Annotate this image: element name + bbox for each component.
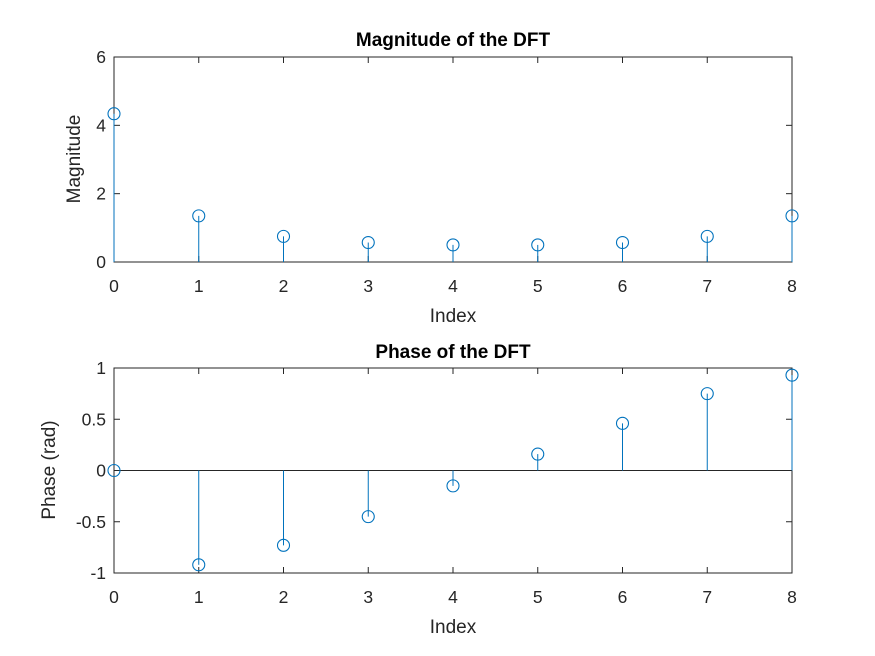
- magnitude-marker: [276, 229, 291, 243]
- magnitude-plot-area: [113, 56, 793, 263]
- phase-marker: [785, 368, 799, 382]
- phase-xtick-label: 0: [109, 587, 119, 607]
- phase-xtick-label: 2: [279, 587, 289, 607]
- phase-subplot: Phase of the DFT Index Phase (rad) 0 1 2 3 4…: [39, 342, 799, 638]
- magnitude-marker: [361, 235, 375, 250]
- phase-marker: [192, 558, 206, 572]
- magnitude-xtick-label: 2: [279, 276, 289, 296]
- phase-marker: [615, 416, 630, 430]
- magnitude-marker: [785, 209, 799, 223]
- phase-marker: [276, 538, 291, 552]
- phase-marker: [531, 447, 545, 461]
- phase-xtick-label: 6: [618, 587, 628, 607]
- phase-xtick-label: 5: [533, 587, 543, 607]
- phase-marker: [361, 510, 375, 524]
- phase-title: Phase of the DFT: [375, 342, 531, 363]
- magnitude-ytick-label: 2: [96, 184, 106, 204]
- phase-ytick-label: -1: [90, 563, 106, 583]
- magnitude-xtick-label: 5: [533, 276, 543, 296]
- phase-xlabel: Index: [430, 617, 477, 638]
- magnitude-subplot: Magnitude of the DFT Index Magnitude 0 1 2…: [64, 30, 799, 327]
- magnitude-xtick-label: 0: [109, 276, 119, 296]
- magnitude-ytick-label: 4: [96, 115, 106, 135]
- phase-stems: [107, 368, 799, 572]
- magnitude-marker: [700, 229, 714, 243]
- phase-marker: [446, 479, 460, 493]
- magnitude-ylabel: Magnitude: [64, 115, 85, 204]
- magnitude-stems: [107, 107, 799, 263]
- magnitude-xtick-label: 6: [618, 276, 628, 296]
- phase-ytick-label: 1: [96, 358, 106, 378]
- magnitude-xtick-label: 3: [363, 276, 373, 296]
- magnitude-xtick-label: 4: [448, 276, 458, 296]
- phase-marker: [107, 463, 121, 478]
- magnitude-xtick-label: 8: [787, 276, 797, 296]
- magnitude-ytick-label: 0: [96, 252, 106, 272]
- phase-marker: [700, 387, 714, 401]
- phase-ytick-label: 0: [96, 461, 106, 481]
- phase-xtick-label: 7: [702, 587, 712, 607]
- magnitude-xtick-label: 7: [702, 276, 712, 296]
- phase-ytick-label: -0.5: [76, 512, 106, 532]
- magnitude-ytick-label: 6: [96, 47, 106, 67]
- magnitude-marker: [192, 209, 206, 223]
- phase-xtick-label: 4: [448, 587, 458, 607]
- magnitude-title: Magnitude of the DFT: [356, 30, 551, 51]
- phase-xtick-label: 1: [194, 587, 204, 607]
- magnitude-marker: [615, 235, 630, 250]
- magnitude-xlabel: Index: [430, 306, 477, 327]
- magnitude-marker: [531, 238, 545, 252]
- magnitude-marker: [107, 107, 121, 121]
- phase-ylabel: Phase (rad): [39, 420, 60, 519]
- phase-ytick-label: 0.5: [82, 409, 106, 429]
- magnitude-xtick-label: 1: [194, 276, 204, 296]
- phase-xtick-label: 3: [363, 587, 373, 607]
- magnitude-marker: [446, 238, 460, 252]
- phase-ticks: 0 1 2 3 4 5 6 7 8 -1 -0.5 0 0.5 1: [76, 358, 797, 607]
- phase-xtick-label: 8: [787, 587, 797, 607]
